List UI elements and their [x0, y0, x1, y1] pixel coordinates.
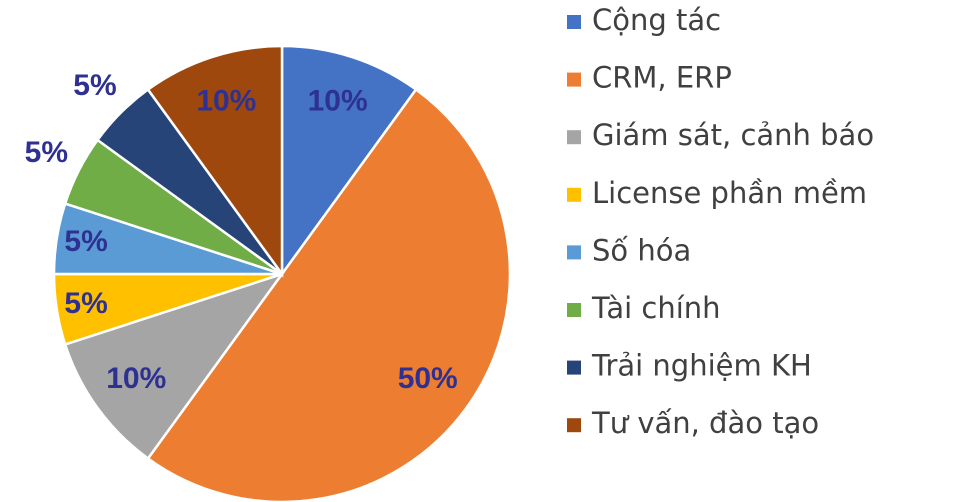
data-label: 10%	[196, 85, 256, 118]
pie-slice	[146, 87, 512, 502]
legend-swatch	[567, 418, 581, 433]
legend-swatch	[567, 72, 581, 87]
legend-swatch	[567, 360, 581, 375]
legend-label: Giám sát, cảnh báo	[592, 118, 874, 152]
data-label: 10%	[106, 362, 166, 395]
legend-label: License phần mềm	[592, 176, 867, 210]
data-label: 5%	[64, 225, 107, 258]
pie-slice	[280, 44, 418, 278]
pie-slice	[146, 44, 284, 278]
pie-slice	[63, 271, 286, 461]
data-label: 5%	[25, 136, 68, 169]
legend-swatch	[567, 303, 581, 317]
legend-swatch	[567, 187, 581, 202]
data-label: 5%	[64, 287, 107, 320]
data-label: 10%	[308, 85, 368, 118]
legend-label: Số hóa	[592, 233, 691, 267]
legend-swatch	[567, 245, 581, 260]
data-label: 5%	[73, 69, 116, 102]
legend-label: Cộng tác	[592, 3, 721, 37]
data-label: 50%	[398, 362, 458, 395]
legend-label: Tư vấn, đào tạo	[591, 406, 819, 440]
legend-swatch	[567, 15, 581, 29]
legend-swatch	[567, 130, 581, 145]
legend-label: CRM, ERP	[592, 61, 732, 95]
legend-label: Tài chính	[591, 291, 721, 325]
legend-label: Trải nghiệm KH	[591, 349, 812, 383]
